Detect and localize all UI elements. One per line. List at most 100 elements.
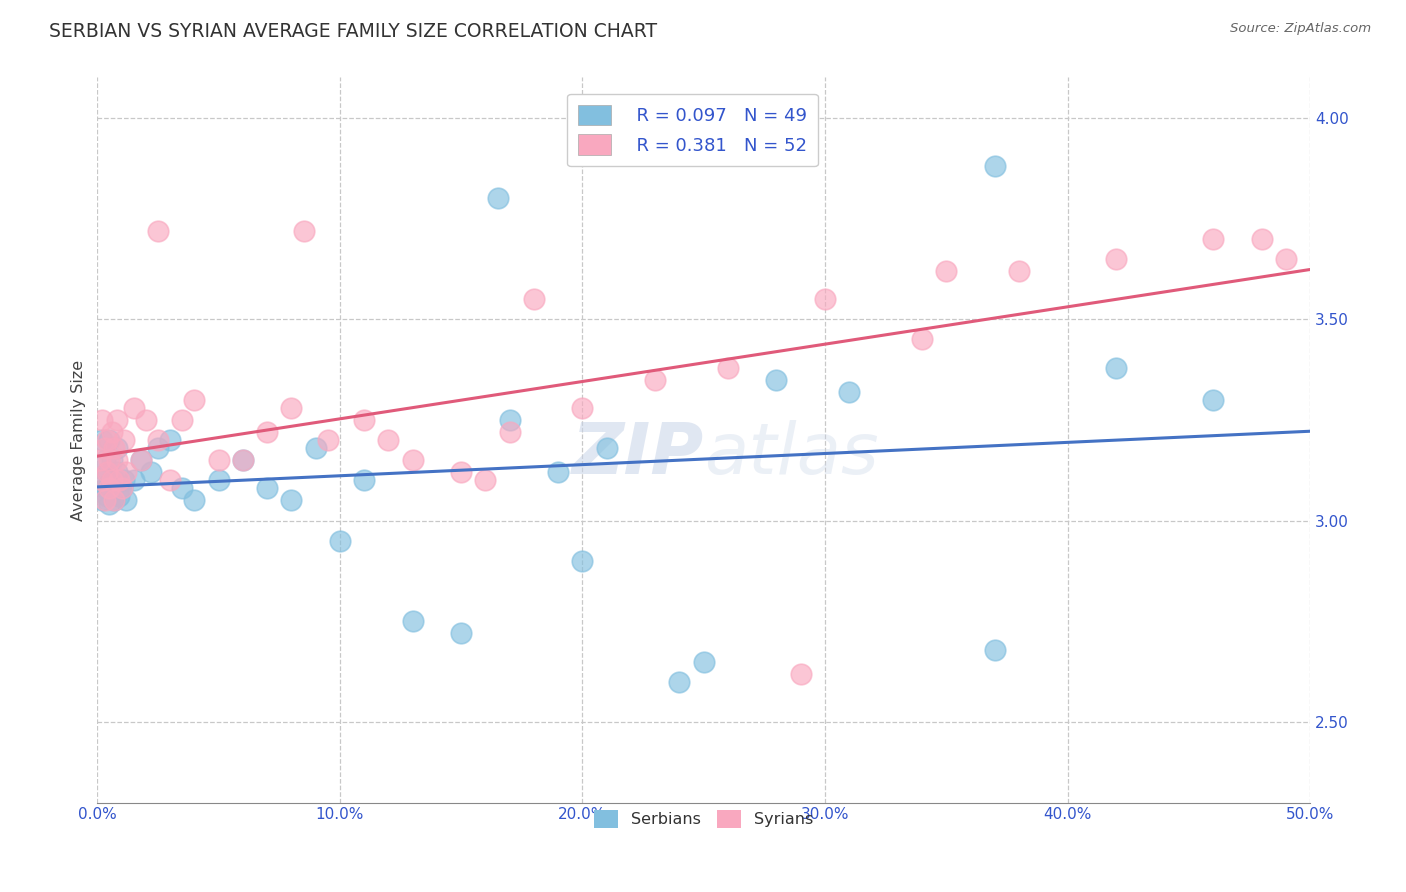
Point (353, 473, 375, 487)
Point (98, 481, 121, 495)
Point (135, 413, 157, 427)
Point (353, 413, 375, 427)
Point (96, 465, 118, 479)
Point (1202, 231, 1225, 245)
Point (91, 493, 114, 508)
Point (668, 674, 690, 689)
Point (911, 332, 934, 346)
Point (89, 453, 111, 467)
Point (402, 615, 425, 629)
Point (523, 292, 546, 306)
Point (1105, 252, 1128, 266)
Point (93, 481, 115, 495)
Text: atlas: atlas (704, 420, 879, 489)
Point (103, 473, 125, 487)
Point (183, 392, 205, 407)
Point (108, 490, 131, 504)
Point (93, 493, 115, 508)
Point (644, 373, 666, 387)
Y-axis label: Average Family Size: Average Family Size (72, 359, 86, 521)
Point (596, 441, 619, 455)
Point (450, 626, 472, 640)
Point (329, 533, 352, 548)
Point (547, 465, 569, 479)
Point (172, 413, 194, 427)
Point (129, 453, 152, 467)
Point (499, 425, 522, 439)
Point (112, 473, 135, 487)
Point (172, 481, 194, 495)
Legend: Serbians, Syrians: Serbians, Syrians (588, 804, 820, 835)
Point (115, 493, 138, 508)
Point (139, 465, 162, 479)
Point (402, 453, 425, 467)
Point (110, 481, 132, 495)
Point (93, 453, 115, 467)
Point (232, 453, 254, 467)
Point (984, 642, 1007, 657)
Point (499, 413, 522, 427)
Point (89, 473, 111, 487)
Point (105, 465, 128, 479)
Point (207, 453, 229, 467)
Point (256, 425, 278, 439)
Point (98, 498, 121, 512)
Text: SERBIAN VS SYRIAN AVERAGE FAMILY SIZE CORRELATION CHART: SERBIAN VS SYRIAN AVERAGE FAMILY SIZE CO… (49, 22, 658, 41)
Point (93, 441, 115, 455)
Point (1250, 231, 1272, 245)
Point (105, 413, 128, 427)
Point (103, 441, 125, 455)
Point (129, 453, 152, 467)
Point (122, 401, 145, 415)
Point (101, 473, 124, 487)
Point (112, 433, 135, 447)
Point (984, 159, 1007, 173)
Point (693, 655, 716, 669)
Point (105, 441, 128, 455)
Point (103, 493, 125, 508)
Point (1202, 392, 1225, 407)
Point (292, 223, 315, 237)
Point (304, 441, 326, 455)
Point (146, 223, 169, 237)
Point (935, 264, 957, 278)
Point (146, 433, 169, 447)
Point (256, 481, 278, 495)
Point (377, 433, 399, 447)
Point (571, 554, 593, 568)
Point (474, 473, 496, 487)
Point (280, 493, 302, 508)
Point (108, 473, 131, 487)
Text: Source: ZipAtlas.com: Source: ZipAtlas.com (1230, 22, 1371, 36)
Point (110, 481, 132, 495)
Point (98, 433, 121, 447)
Point (96, 465, 118, 479)
Point (105, 453, 128, 467)
Point (1105, 360, 1128, 375)
Point (101, 485, 124, 500)
Point (96, 433, 118, 447)
Point (814, 292, 837, 306)
Point (91, 473, 114, 487)
Point (98, 453, 121, 467)
Point (486, 191, 509, 205)
Point (571, 401, 593, 415)
Point (91, 433, 114, 447)
Point (232, 453, 254, 467)
Point (96, 490, 118, 504)
Point (159, 473, 181, 487)
Point (91, 413, 114, 427)
Point (122, 473, 145, 487)
Point (790, 666, 813, 681)
Text: ZIP: ZIP (571, 420, 704, 489)
Point (838, 384, 860, 399)
Point (316, 433, 339, 447)
Point (183, 493, 205, 508)
Point (207, 473, 229, 487)
Point (159, 433, 181, 447)
Point (101, 425, 124, 439)
Point (101, 453, 124, 467)
Point (717, 360, 740, 375)
Point (103, 493, 125, 508)
Point (115, 465, 138, 479)
